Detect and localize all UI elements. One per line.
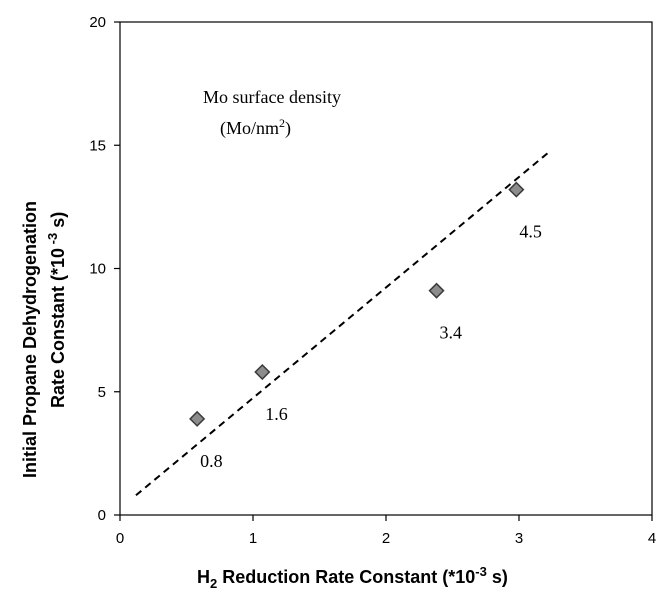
y-axis-ticks: 0 5 10 15 20 bbox=[89, 14, 120, 524]
plot-frame bbox=[119, 21, 653, 516]
x-tick-label: 0 bbox=[116, 530, 124, 547]
data-points bbox=[189, 181, 525, 427]
data-point-label: 4.5 bbox=[519, 222, 542, 242]
x-tick-label: 1 bbox=[249, 530, 257, 547]
x-tick-label: 4 bbox=[648, 530, 656, 547]
data-point-marker bbox=[428, 282, 445, 299]
y-tick-label: 5 bbox=[98, 384, 106, 401]
x-axis-ticks: 0 1 2 3 4 bbox=[116, 515, 656, 547]
data-point-marker bbox=[254, 363, 271, 381]
y-axis-title-line1: Initial Propane Dehydrogenation bbox=[20, 201, 40, 478]
point-labels: 0.8 1.6 3.4 4.5 bbox=[200, 222, 542, 471]
x-tick-label: 2 bbox=[382, 530, 390, 547]
data-point-label: 1.6 bbox=[265, 404, 288, 424]
y-tick-label: 15 bbox=[89, 137, 106, 154]
trend-line bbox=[135, 151, 549, 497]
y-tick-label: 0 bbox=[98, 507, 106, 524]
y-axis-title-line2: Rate Constant (*10 -3 s) bbox=[45, 212, 68, 408]
y-tick-label: 20 bbox=[89, 14, 106, 31]
y-axis-title: Initial Propane Dehydrogenation Rate Con… bbox=[20, 201, 68, 478]
y-tick-label: 10 bbox=[89, 261, 106, 278]
data-point-label: 3.4 bbox=[440, 323, 463, 343]
data-point-label: 0.8 bbox=[200, 451, 223, 471]
data-point-marker bbox=[189, 410, 206, 427]
x-tick-label: 3 bbox=[515, 530, 523, 547]
annotation-line1: Mo surface density bbox=[203, 87, 341, 107]
x-axis-title: H2 Reduction Rate Constant (*10-3 s) bbox=[197, 564, 508, 591]
data-point-marker bbox=[508, 181, 525, 198]
annotation-line2: (Mo/nm2) bbox=[220, 116, 291, 139]
